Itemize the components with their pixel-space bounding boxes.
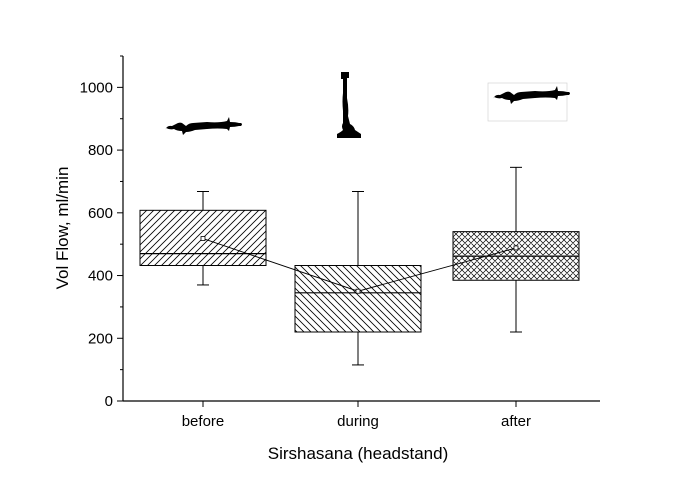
- x-tick-label: during: [337, 413, 379, 430]
- box-body: [294, 265, 422, 333]
- y-tick-label: 800: [88, 142, 113, 159]
- box-after: [452, 166, 580, 333]
- lying-person-silhouette-icon: [165, 117, 242, 135]
- boxes: [139, 166, 580, 366]
- mean-marker: [200, 236, 206, 241]
- pictograms: [165, 72, 570, 138]
- y-tick-label: 200: [88, 330, 113, 347]
- y-tick-label: 1000: [80, 79, 113, 96]
- mean-marker: [513, 245, 519, 251]
- x-axis-title: Sirshasana (headstand): [268, 444, 449, 463]
- mean-layer: [200, 236, 519, 294]
- x-tick-label: after: [501, 413, 531, 430]
- y-axis-title: Vol Flow, ml/min: [53, 167, 72, 290]
- axes: 0 200 400 600 800 1000 before during after: [80, 55, 600, 430]
- mean-marker: [355, 288, 361, 294]
- y-tick-label: 0: [105, 393, 113, 410]
- x-tick-label: before: [182, 413, 225, 430]
- y-tick-label: 400: [88, 268, 113, 285]
- box-during: [294, 190, 422, 366]
- headstand-person-silhouette-icon: [337, 72, 361, 138]
- lying-person-silhouette-icon: [487, 82, 570, 122]
- y-tick-label: 600: [88, 205, 113, 222]
